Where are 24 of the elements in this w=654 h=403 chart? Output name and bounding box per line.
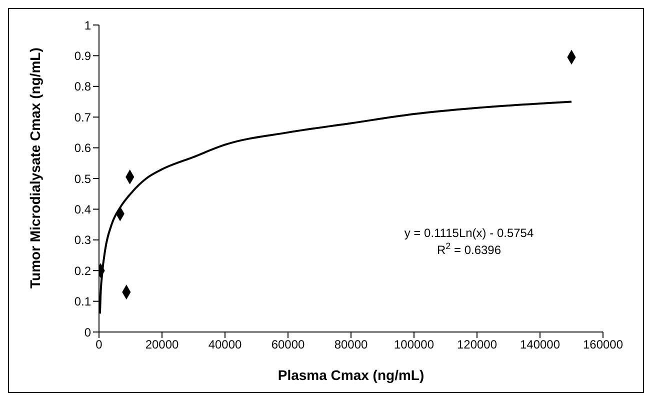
- y-tick-label: 1: [84, 18, 92, 32]
- y-tick-label: 0.4: [74, 202, 92, 216]
- x-tick-label: 40000: [208, 338, 242, 352]
- x-tick-label: 60000: [271, 338, 306, 352]
- annotation: R$^{2}$ = 0.6396: [436, 241, 502, 257]
- y-tick-label: 0: [84, 325, 92, 340]
- y-axis-title: Tumor Microdialysate Cmax (ng/mL): [26, 48, 43, 288]
- y-tick-label: 0.1: [74, 294, 92, 309]
- x-tick-label: 140000: [520, 338, 560, 352]
- y-tick-label: 0.5: [74, 172, 92, 186]
- y-tick-label: 0.9: [74, 48, 92, 63]
- x-tick-label: 80000: [334, 338, 368, 352]
- x-tick-label: 160000: [582, 338, 624, 352]
- y-tick-label: 0.6: [74, 141, 92, 156]
- y-tick-label: 0.7: [74, 110, 92, 124]
- x-tick-label: 20000: [145, 338, 180, 352]
- x-tick-label: 120000: [456, 338, 498, 352]
- x-axis-title: Plasma Cmax (ng/mL): [278, 367, 424, 383]
- y-tick-label: 0.3: [74, 233, 92, 248]
- annotation: y = 0.1115Ln(x) - 0.5754: [404, 226, 534, 240]
- x-tick-label: 0: [96, 338, 103, 352]
- y-tick-label: 0.2: [74, 264, 92, 278]
- y-tick-label: 0.8: [74, 80, 92, 94]
- x-tick-label: 100000: [394, 338, 434, 352]
